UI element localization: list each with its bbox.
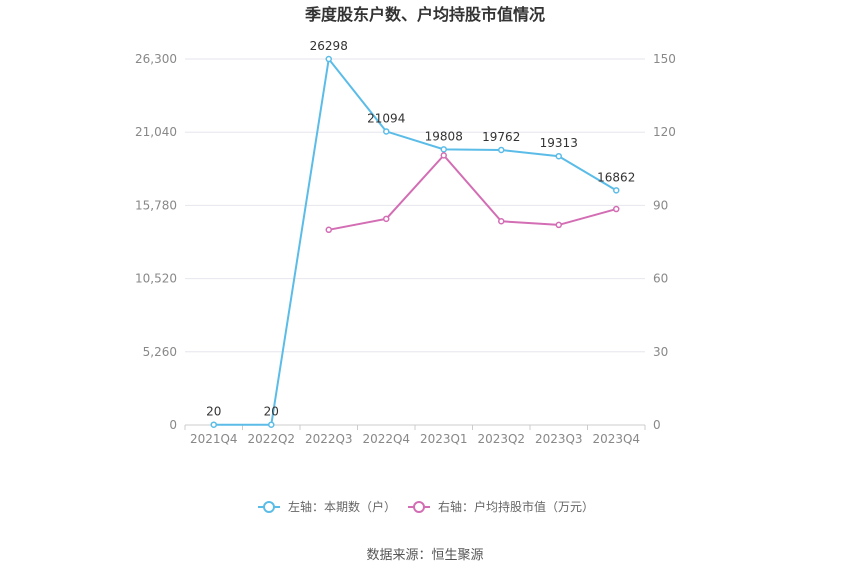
right-axis: 0 30 60 90 120 150 [653,52,676,432]
series-line [213,56,617,426]
data-label: 20 [264,405,279,419]
data-point [325,55,332,63]
left-tick-label: 10,520 [135,272,177,286]
data-label: 19313 [540,136,578,150]
right-tick-label: 120 [653,125,676,139]
data-label: 20 [206,405,221,419]
x-axis: 2021Q4 2022Q2 2022Q3 2022Q4 2023Q1 2023Q2 2023… [184,425,646,446]
legend: 左轴：本期数（户） 右轴：户均持股市值（万元） [258,499,594,514]
right-tick-label: 30 [653,345,668,359]
right-tick-label: 0 [653,418,661,432]
left-tick-label: 26,300 [135,52,177,66]
left-tick-label: 15,780 [135,198,177,212]
data-point [440,152,447,159]
left-axis: 0 5,260 10,520 15,780 21,040 26,300 [135,52,177,432]
legend-item[interactable]: 右轴：户均持股市值（万元） [408,499,594,514]
x-tick-label: 2023Q1 [420,432,468,446]
left-tick-label: 5,260 [143,345,177,359]
data-point [555,152,562,160]
x-tick-label: 2023Q3 [535,432,583,446]
source-note: 数据来源：恒生聚源 [366,548,483,563]
data-point [268,421,275,428]
legend-swatch-marker [263,501,275,513]
data-point [498,218,505,225]
legend-label: 右轴：户均持股市值（万元） [438,499,594,514]
left-tick-label: 0 [169,418,177,432]
data-label: 21094 [367,111,405,125]
data-point [440,146,447,153]
x-tick-label: 2021Q4 [190,432,238,446]
series-1: 20 20 26298 21094 19808 19762 19313 16862 [206,39,635,428]
legend-label: 左轴：本期数（户） [288,499,396,514]
data-point [325,226,332,234]
x-tick-label: 2022Q2 [247,432,295,446]
data-point [613,205,620,213]
x-tick-label: 2022Q3 [305,432,353,446]
series-2 [325,152,620,234]
legend-item[interactable]: 左轴：本期数（户） [258,499,396,514]
right-tick-label: 150 [653,52,676,66]
series-layer: 20 20 26298 21094 19808 19762 19313 16862 [206,39,635,428]
data-label: 19808 [425,129,463,143]
grid [185,58,645,426]
data-point [383,215,390,223]
data-label: 19762 [482,130,520,144]
data-point [383,128,390,135]
data-point [210,421,217,428]
left-tick-label: 21,040 [135,125,177,139]
x-tick-label: 2022Q4 [362,432,410,446]
data-label: 26298 [310,39,348,53]
series-line [328,153,617,231]
x-tick-label: 2023Q2 [477,432,525,446]
legend-swatch-marker [413,501,425,513]
right-tick-label: 90 [653,198,668,212]
data-label: 16862 [597,170,635,184]
data-point [613,187,620,194]
x-tick-label: 2023Q4 [592,432,640,446]
right-tick-label: 60 [653,272,668,286]
data-point [555,221,562,229]
chart-title: 季度股东户数、户均持股市值情况 [304,5,545,24]
data-point [498,146,505,154]
